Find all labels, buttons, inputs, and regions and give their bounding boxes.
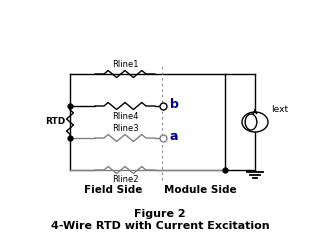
Text: Field Side: Field Side [84,185,142,195]
Text: Rline3: Rline3 [112,124,138,133]
Text: 4-Wire RTD with Current Excitation: 4-Wire RTD with Current Excitation [51,221,269,231]
Text: Figure 2: Figure 2 [134,209,186,219]
Text: Rline2: Rline2 [112,175,138,184]
Text: Module Side: Module Side [164,185,236,195]
Text: Iext: Iext [271,105,288,114]
Text: b: b [170,99,179,112]
Text: Rline1: Rline1 [112,60,138,69]
Text: a: a [170,131,179,143]
Text: RTD: RTD [45,118,65,126]
Text: Rline4: Rline4 [112,112,138,121]
